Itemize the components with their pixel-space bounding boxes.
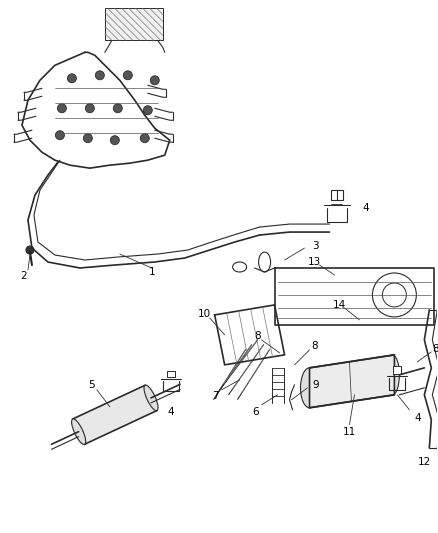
Circle shape bbox=[85, 104, 94, 113]
Text: 8: 8 bbox=[311, 341, 318, 351]
Text: 14: 14 bbox=[333, 300, 346, 310]
Text: 9: 9 bbox=[312, 380, 319, 390]
Text: 1: 1 bbox=[148, 267, 155, 277]
Text: 10: 10 bbox=[198, 309, 211, 319]
Bar bbox=[332, 190, 343, 200]
Text: 4: 4 bbox=[167, 407, 174, 417]
Circle shape bbox=[57, 104, 67, 113]
Text: 5: 5 bbox=[88, 380, 95, 390]
Text: 4: 4 bbox=[362, 203, 369, 213]
Ellipse shape bbox=[385, 355, 399, 395]
Text: 7: 7 bbox=[212, 391, 219, 401]
Circle shape bbox=[67, 74, 76, 83]
Circle shape bbox=[56, 131, 64, 140]
Circle shape bbox=[140, 134, 149, 143]
Circle shape bbox=[83, 134, 92, 143]
Text: 13: 13 bbox=[308, 257, 321, 267]
Ellipse shape bbox=[300, 368, 318, 408]
Text: 12: 12 bbox=[418, 457, 431, 467]
Circle shape bbox=[124, 71, 132, 80]
Circle shape bbox=[113, 104, 122, 113]
Polygon shape bbox=[73, 385, 157, 445]
Text: 6: 6 bbox=[252, 407, 259, 417]
Circle shape bbox=[26, 246, 34, 254]
Text: 3: 3 bbox=[312, 241, 319, 251]
Text: 8: 8 bbox=[432, 344, 438, 354]
Text: 11: 11 bbox=[343, 427, 356, 437]
Bar bbox=[105, 9, 163, 41]
Ellipse shape bbox=[144, 385, 158, 411]
Bar bbox=[167, 370, 175, 377]
Circle shape bbox=[110, 136, 119, 144]
Bar bbox=[393, 366, 401, 374]
Circle shape bbox=[143, 106, 152, 115]
Text: 2: 2 bbox=[21, 271, 27, 281]
Circle shape bbox=[95, 71, 104, 80]
Text: 4: 4 bbox=[414, 413, 420, 423]
Circle shape bbox=[150, 76, 159, 85]
Polygon shape bbox=[310, 355, 394, 408]
Text: 8: 8 bbox=[254, 331, 261, 341]
Ellipse shape bbox=[71, 419, 86, 445]
